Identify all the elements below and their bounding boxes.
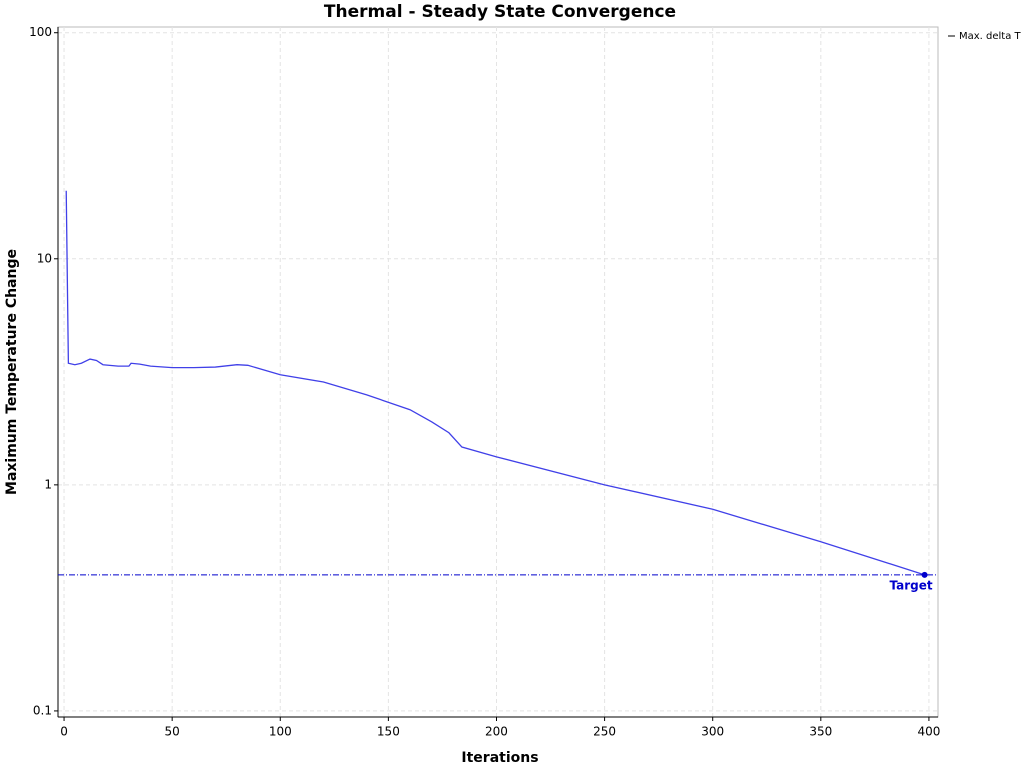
legend-label: Max. delta T [959, 31, 1022, 42]
x-tick-label: 50 [165, 725, 180, 739]
x-tick-label: 100 [269, 725, 292, 739]
x-tick-label: 350 [809, 725, 832, 739]
y-tick-label: 1 [44, 477, 52, 491]
x-tick-label: 400 [917, 725, 940, 739]
reference-point [921, 571, 928, 578]
plot-frame [57, 26, 939, 718]
chart-title: Thermal - Steady State Convergence [324, 2, 676, 22]
series-line [65, 190, 925, 576]
x-tick-label: 300 [701, 725, 724, 739]
x-tick-label: 150 [377, 725, 400, 739]
y-tick-label: 100 [29, 25, 52, 39]
y-tick-label: 10 [37, 251, 52, 265]
x-tick-label: 250 [593, 725, 616, 739]
y-axis-label: Maximum Temperature Change [4, 249, 20, 495]
reference-label: Target [889, 578, 932, 592]
x-tick-label: 200 [485, 725, 508, 739]
y-tick-label: 0.1 [33, 703, 52, 717]
x-tick-label: 0 [60, 725, 68, 739]
x-axis-label: Iterations [461, 750, 538, 766]
